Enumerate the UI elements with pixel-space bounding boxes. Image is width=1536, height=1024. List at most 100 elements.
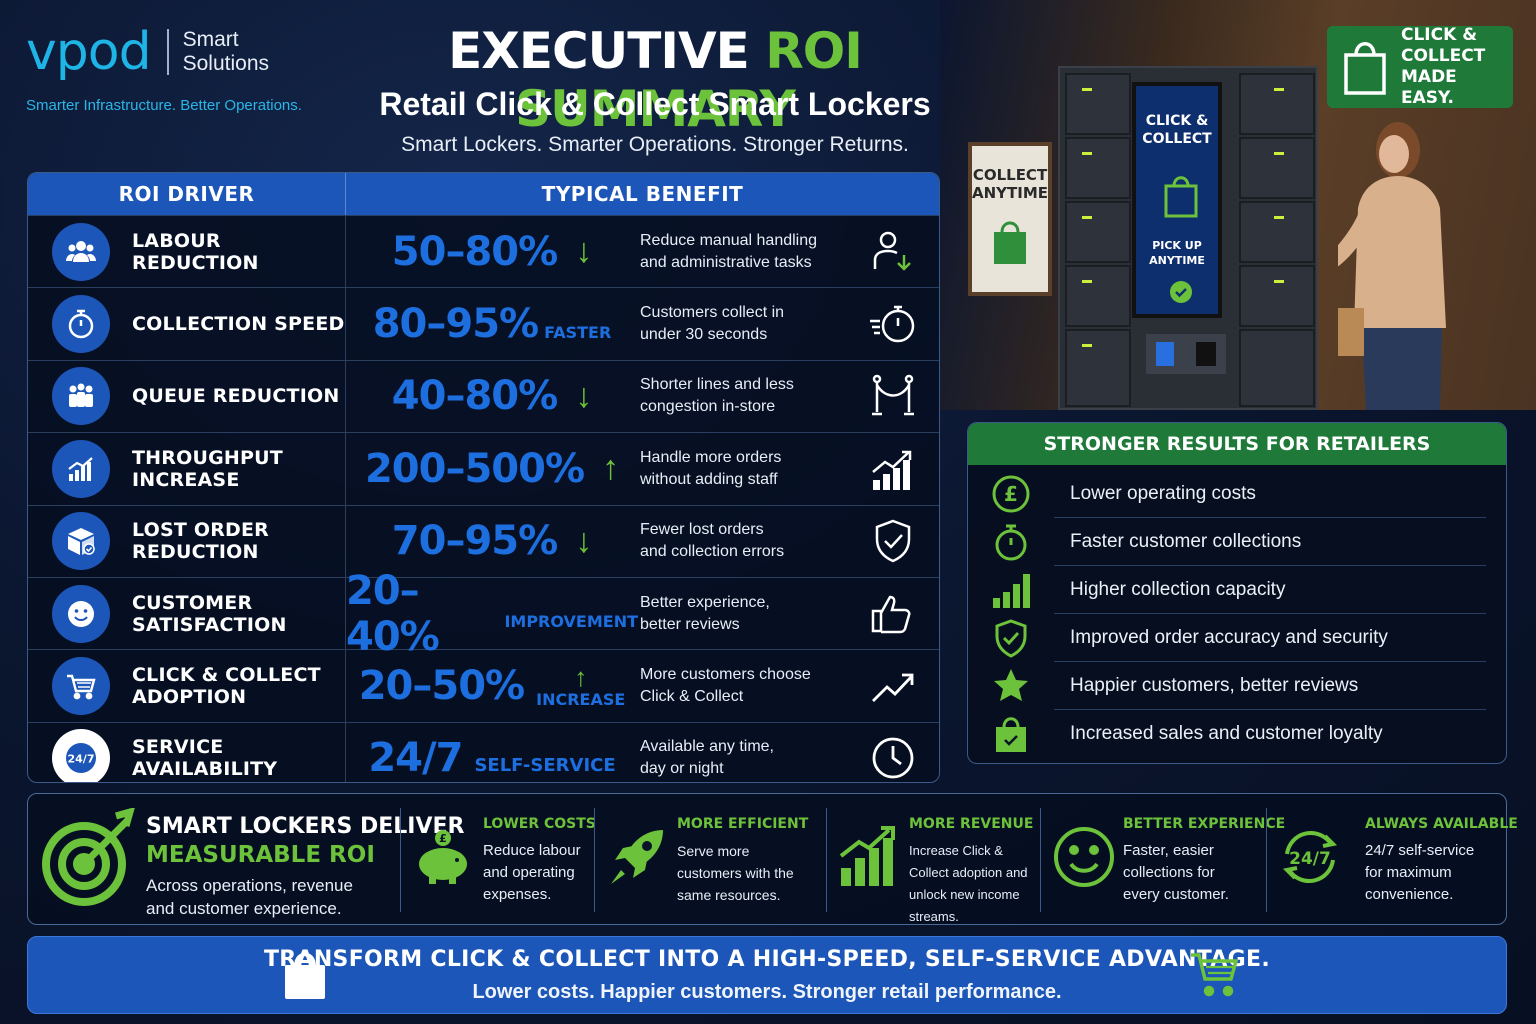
benefit-unit: IMPROVEMENT bbox=[504, 612, 638, 632]
cart-icon bbox=[1191, 953, 1239, 997]
driver-label: QUEUE REDUCTION bbox=[132, 385, 340, 408]
footer-subline: Lower costs. Happier customers. Stronger… bbox=[472, 981, 1062, 1003]
shopping-bag-icon bbox=[1344, 42, 1386, 95]
benefit-unit: INCREASE bbox=[536, 689, 626, 709]
queue-icon bbox=[52, 367, 110, 426]
svg-text:24/7: 24/7 bbox=[68, 753, 95, 766]
table-row: QUEUE REDUCTION 40–80% ↓ Shorter lines a… bbox=[28, 359, 939, 433]
revenue-chart-icon bbox=[839, 826, 895, 886]
smiley-icon bbox=[1054, 827, 1114, 887]
table-row: CUSTOMER SATISFACTION 20–40% IMPROVEMENT… bbox=[28, 568, 939, 660]
benefit-unit: FASTER bbox=[544, 322, 612, 342]
svg-text:24/7: 24/7 bbox=[1289, 849, 1331, 869]
table-row: 24/7 SERVICE AVAILABILITY 24/7 SELF-SERV… bbox=[28, 721, 939, 782]
feature-more-revenue: MORE REVENUE Increase Click & Collect ad… bbox=[826, 808, 1038, 924]
title-green: ROI SUMMARY bbox=[515, 22, 863, 138]
up-arrow-icon: ↑ bbox=[602, 449, 620, 488]
benefit-value: 70–95% bbox=[391, 518, 558, 565]
clock-icon bbox=[872, 738, 913, 779]
table-row: LABOUR REDUCTION 50–80% ↓ Reduce manual … bbox=[28, 215, 939, 288]
collect-anytime-sign: COLLECT ANYTIME bbox=[968, 142, 1052, 296]
results-title: STRONGER RESULTS FOR RETAILERS bbox=[968, 423, 1506, 465]
bag-icon bbox=[1164, 176, 1198, 218]
brand-logo: vpod Smart Solutions bbox=[26, 26, 269, 78]
feature-lower-costs: £ LOWER COSTS Reduce labour and operatin… bbox=[400, 808, 596, 912]
bag-icon bbox=[996, 717, 1026, 752]
cart-icon bbox=[52, 657, 110, 716]
logo-subtext: Smart Solutions bbox=[183, 28, 269, 76]
svg-text:£: £ bbox=[1004, 482, 1018, 506]
247-icon: 24/7 bbox=[1282, 830, 1338, 884]
locker-doors bbox=[1065, 73, 1315, 407]
list-item: Happier customers, better reviews bbox=[968, 662, 1506, 710]
locker-screen: CLICK & COLLECT PICK UP ANYTIME bbox=[1132, 82, 1222, 318]
brand-tagline: Smarter Infrastructure. Better Operation… bbox=[26, 97, 302, 114]
driver-label: COLLECTION SPEED bbox=[132, 313, 345, 336]
benefit-description: Better experience, better reviews bbox=[640, 593, 770, 633]
driver-label: LABOUR REDUCTION bbox=[132, 229, 259, 274]
list-item: Higher collection capacity bbox=[968, 566, 1506, 614]
target-icon bbox=[42, 808, 135, 906]
stanchion-icon bbox=[871, 375, 914, 416]
col-header-driver: ROI DRIVER bbox=[28, 173, 346, 215]
star-icon bbox=[994, 669, 1028, 701]
logo-sub-line2: Solutions bbox=[182, 52, 269, 75]
benefit-value: 24/7 bbox=[368, 735, 463, 782]
person-down-icon bbox=[873, 231, 911, 271]
down-arrow-icon: ↓ bbox=[575, 376, 593, 415]
fast-stopwatch-icon bbox=[869, 305, 914, 343]
logo-word: vpod bbox=[26, 22, 152, 82]
down-arrow-icon: ↓ bbox=[575, 232, 593, 271]
shield-check-icon bbox=[995, 619, 1027, 658]
benefit-value: 20–50% bbox=[358, 663, 525, 710]
footer-banner: TRANSFORM CLICK & COLLECT INTO A HIGH-SP… bbox=[27, 936, 1507, 1014]
roi-table-header: ROI DRIVER TYPICAL BENEFIT bbox=[28, 173, 939, 215]
list-item: Faster customer collections bbox=[968, 518, 1506, 566]
bar-growth-icon bbox=[871, 450, 911, 490]
feature-always-available: 24/7 ALWAYS AVAILABLE 24/7 self-service … bbox=[1266, 808, 1518, 912]
table-row: CLICK & COLLECT ADOPTION 20–50% ↑ INCREA… bbox=[28, 649, 939, 722]
check-circle-icon bbox=[1170, 281, 1192, 303]
results-panel: STRONGER RESULTS FOR RETAILERS £ Lower o… bbox=[967, 422, 1507, 764]
piggy-bank-icon: £ bbox=[419, 830, 467, 884]
stopwatch-icon bbox=[52, 295, 110, 354]
benefit-description: Customers collect in under 30 seconds bbox=[640, 304, 785, 344]
customer-figure bbox=[1338, 122, 1446, 410]
logo-sub-line1: Smart bbox=[182, 28, 239, 51]
growth-chart-icon bbox=[52, 439, 110, 498]
pound-icon: £ bbox=[992, 475, 1030, 513]
page-slogan: Smart Lockers. Smarter Operations. Stron… bbox=[401, 133, 909, 156]
people-icon bbox=[52, 222, 110, 281]
rocket-icon bbox=[611, 830, 663, 884]
benefit-value: 40–80% bbox=[391, 373, 558, 420]
benefit-description: Shorter lines and less congestion in-stor… bbox=[640, 376, 794, 416]
box-check-icon bbox=[52, 512, 110, 571]
benefit-description: Available any time, day or night bbox=[640, 738, 774, 778]
benefit-description: More customers choose Click & Collect bbox=[640, 666, 811, 706]
click-collect-badge: CLICK & COLLECT MADE EASY. bbox=[1327, 25, 1513, 108]
driver-label: SERVICE AVAILABILITY bbox=[132, 736, 278, 781]
col-header-benefit: TYPICAL BENEFIT bbox=[541, 182, 744, 206]
page-title: EXECUTIVE ROI SUMMARY bbox=[350, 22, 960, 138]
table-row: COLLECTION SPEED 80–95% FASTER Customers… bbox=[28, 287, 939, 360]
stopwatch-icon bbox=[995, 524, 1027, 561]
benefit-description: Fewer lost orders and collection errors bbox=[640, 521, 785, 561]
thumbs-up-icon bbox=[871, 595, 910, 633]
feature-better-experience: BETTER EXPERIENCE Faster, easier collect… bbox=[1040, 808, 1285, 912]
benefit-value: 20–40% bbox=[346, 567, 440, 660]
driver-label: CLICK & COLLECT ADOPTION bbox=[132, 664, 321, 709]
title-white: EXECUTIVE bbox=[448, 22, 766, 80]
trend-up-icon bbox=[871, 673, 913, 703]
store-photo: COLLECT ANYTIME CLICK & COLLECT PICK UP … bbox=[940, 0, 1536, 410]
benefits-band: SMART LOCKERS DELIVER MEASURABLE ROI Acr… bbox=[27, 793, 1518, 925]
benefit-value: 80–95% bbox=[372, 301, 539, 348]
svg-text:£: £ bbox=[439, 832, 447, 845]
247-icon: 24/7 bbox=[52, 729, 110, 782]
up-arrow-icon: ↑ bbox=[574, 661, 588, 692]
driver-label: LOST ORDER REDUCTION bbox=[132, 519, 270, 564]
shield-check-icon bbox=[875, 519, 910, 563]
benefit-description: Handle more orders without adding staff bbox=[640, 448, 782, 488]
feature-more-efficient: MORE EFFICIENT Serve more customers with… bbox=[594, 808, 826, 912]
roi-table: ROI DRIVER TYPICAL BENEFIT LABOUR REDUCT… bbox=[27, 172, 940, 783]
footer-headline: TRANSFORM CLICK & COLLECT INTO A HIGH-SP… bbox=[263, 947, 1271, 972]
